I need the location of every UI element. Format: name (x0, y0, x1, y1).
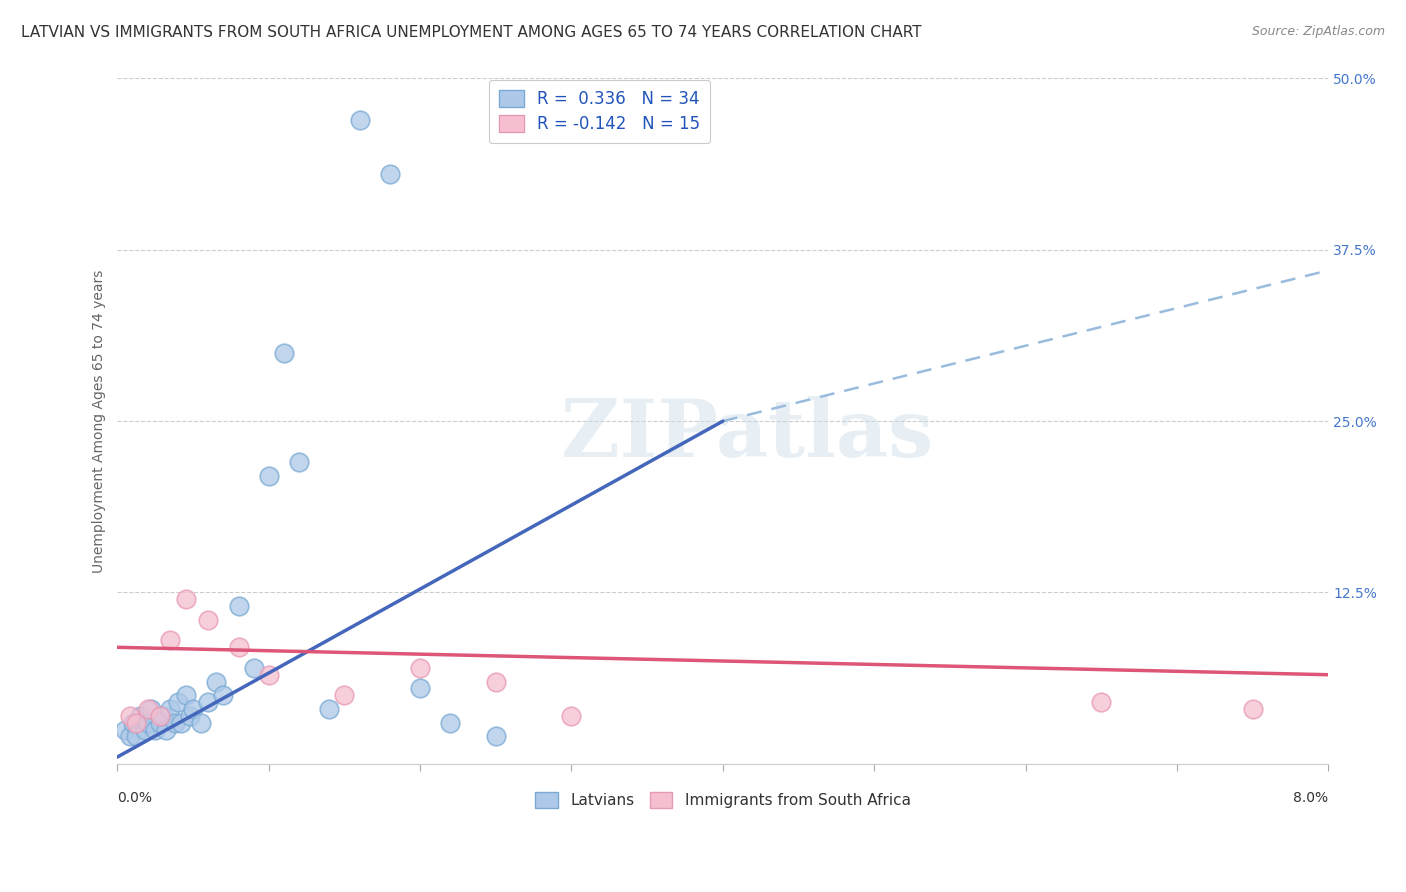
Point (139, 702, 162, 716)
Point (143, 723, 166, 737)
Point (149, 715, 172, 730)
Point (197, 695, 219, 709)
Point (485, 674, 508, 689)
Point (409, 661, 432, 675)
Point (257, 469, 280, 483)
Point (560, 709, 582, 723)
Point (114, 723, 136, 737)
Point (159, 633, 181, 648)
Point (409, 681, 432, 696)
Point (152, 709, 174, 723)
Point (136, 715, 159, 730)
Text: ZIPatlas: ZIPatlas (561, 396, 934, 474)
Point (181, 702, 204, 716)
Point (349, 112, 371, 127)
Point (257, 667, 280, 681)
Point (163, 715, 186, 730)
Point (170, 715, 193, 730)
Point (228, 640, 250, 655)
Point (118, 730, 141, 744)
Point (136, 702, 159, 716)
Point (121, 715, 143, 730)
Point (242, 661, 264, 675)
Point (118, 709, 141, 723)
Text: LATVIAN VS IMMIGRANTS FROM SOUTH AFRICA UNEMPLOYMENT AMONG AGES 65 TO 74 YEARS C: LATVIAN VS IMMIGRANTS FROM SOUTH AFRICA … (21, 25, 922, 40)
Point (174, 688, 197, 702)
Point (179, 709, 201, 723)
Point (288, 455, 311, 469)
Point (129, 709, 152, 723)
Point (212, 688, 235, 702)
Point (149, 709, 172, 723)
Point (228, 599, 250, 614)
Text: 0.0%: 0.0% (118, 790, 152, 805)
Point (190, 715, 212, 730)
Point (318, 702, 340, 716)
Point (333, 688, 356, 702)
Point (273, 345, 295, 359)
Point (155, 723, 177, 737)
Text: 8.0%: 8.0% (1294, 790, 1329, 805)
Point (1241, 702, 1264, 716)
Y-axis label: Unemployment Among Ages 65 to 74 years: Unemployment Among Ages 65 to 74 years (93, 269, 107, 573)
Point (167, 695, 190, 709)
Point (124, 730, 146, 744)
Point (378, 168, 401, 182)
Point (439, 715, 461, 730)
Point (485, 730, 508, 744)
Point (124, 715, 146, 730)
Point (1090, 695, 1112, 709)
Point (134, 723, 156, 737)
Point (174, 592, 197, 607)
Point (204, 674, 226, 689)
Point (159, 702, 181, 716)
Point (197, 613, 219, 627)
Legend: Latvians, Immigrants from South Africa: Latvians, Immigrants from South Africa (529, 786, 917, 814)
Text: Source: ZipAtlas.com: Source: ZipAtlas.com (1251, 25, 1385, 38)
